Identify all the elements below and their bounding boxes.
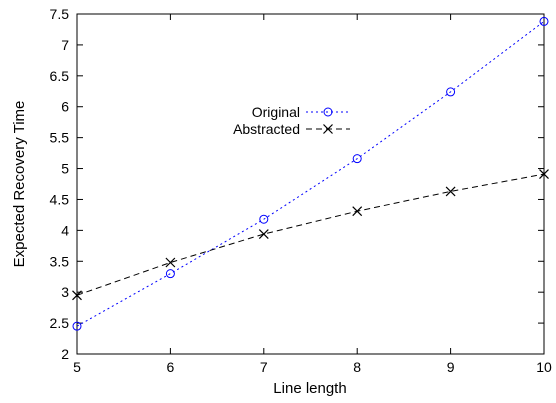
x-tick-label: 9: [447, 359, 455, 375]
data-point: [539, 169, 549, 180]
legend-label: Abstracted: [233, 121, 300, 137]
legend-marker-circle-icon: [323, 107, 333, 117]
data-point: [352, 154, 362, 164]
x-tick-label: 6: [167, 359, 175, 375]
y-tick-label: 5: [61, 161, 69, 177]
y-tick-label: 4: [61, 222, 69, 238]
y-tick-label: 4.5: [50, 191, 70, 207]
data-point: [446, 87, 456, 97]
series-line-original: [76, 21, 545, 327]
y-tick-label: 7.5: [50, 6, 70, 22]
series-abstracted: [72, 169, 549, 301]
y-tick-label: 3: [61, 284, 69, 300]
data-point: [258, 229, 269, 239]
x-tick-label: 5: [73, 359, 81, 375]
data-point: [445, 186, 456, 197]
y-axis-title: Expected Recovery Time: [11, 101, 28, 268]
legend-label: Original: [252, 104, 300, 120]
plot-frame: [76, 13, 545, 355]
legend-item-original: Original: [252, 104, 350, 120]
series-original: [72, 16, 549, 331]
legend-marker-cross-icon: [323, 124, 333, 134]
y-tick-label: 7: [61, 37, 69, 53]
y-tick-label: 6: [61, 99, 69, 115]
data-point: [352, 206, 363, 217]
x-tick-label: 7: [260, 359, 268, 375]
y-tick-label: 2.5: [50, 315, 70, 331]
data-point: [165, 257, 176, 268]
data-point: [539, 16, 549, 26]
x-axis-title: Line length: [273, 380, 346, 397]
data-point: [259, 214, 269, 224]
data-point: [165, 269, 175, 279]
data-point: [72, 290, 82, 301]
x-tick-label: 8: [353, 359, 361, 375]
y-tick-label: 2: [61, 346, 69, 362]
y-tick-label: 6.5: [50, 68, 70, 84]
y-tick-label: 3.5: [50, 253, 70, 269]
y-tick-label: 5.5: [50, 130, 70, 146]
series-line-abstracted: [76, 173, 545, 296]
data-point: [72, 321, 82, 331]
x-tick-label: 10: [536, 359, 552, 375]
legend-item-abstracted: Abstracted: [233, 121, 350, 137]
